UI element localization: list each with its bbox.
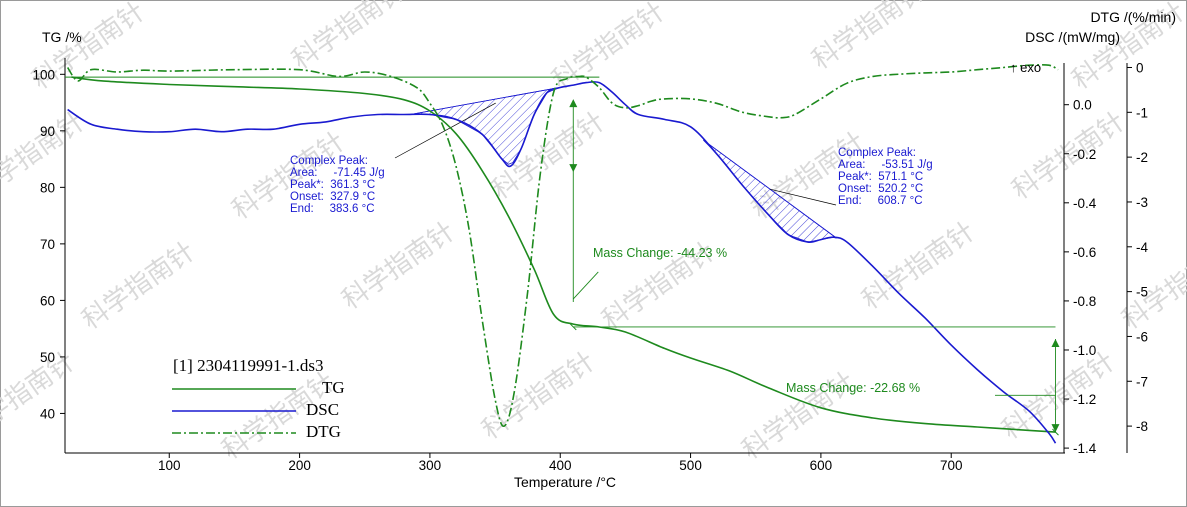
peak1-line-0: Complex Peak: bbox=[290, 155, 368, 167]
dtg-tick-label: 0 bbox=[1136, 60, 1144, 75]
axes-layer: 100 200 300 400 500 600 700 100 90 80 70 60 50 40 0.0 -… bbox=[32, 58, 1148, 473]
tg-tick-label: 90 bbox=[40, 124, 55, 139]
peak2-line-1: Area: -53.51 J/g bbox=[838, 159, 933, 171]
peak1-line-1: Area: -71.45 J/g bbox=[290, 167, 385, 179]
peak2-annotation: Complex Peak: Area: -53.51 J/g Peak*: 57… bbox=[838, 147, 933, 207]
exo-indicator: ↑ exo bbox=[1010, 60, 1041, 75]
peak2-leader-line bbox=[769, 188, 837, 206]
mass-change-1-arrowhead-mid bbox=[569, 164, 578, 173]
mass-change-1-label: Mass Change: -44.23 % bbox=[593, 246, 727, 260]
dsc-axis-title: DSC /(mW/mg) bbox=[1025, 29, 1120, 45]
dtg-tick-label: -5 bbox=[1136, 285, 1148, 300]
tg-marker bbox=[569, 323, 577, 331]
tg-tick-label: 40 bbox=[40, 406, 55, 421]
tg-tick-label: 100 bbox=[32, 67, 55, 82]
dtg-tick-label: -2 bbox=[1136, 150, 1148, 165]
peak2-line-4: End: 608.7 °C bbox=[838, 195, 923, 207]
dtg-tick-label: -8 bbox=[1136, 419, 1148, 434]
peak1-line-2: Peak*: 361.3 °C bbox=[290, 179, 375, 191]
x-tick-label: 400 bbox=[549, 458, 572, 473]
series-dsc-line bbox=[67, 80, 1057, 444]
x-tick-label: 600 bbox=[810, 458, 833, 473]
x-tick-label: 500 bbox=[679, 458, 702, 473]
legend-file-name: [1] 2304119991-1.ds3 bbox=[173, 356, 323, 375]
dsc-tick-label: -1.2 bbox=[1073, 392, 1096, 407]
x-tick-label: 300 bbox=[419, 458, 442, 473]
mass-change-1-leader bbox=[572, 271, 599, 300]
legend-tg-label: TG bbox=[322, 378, 345, 397]
mass-change-2-arrowhead-bottom bbox=[1051, 424, 1060, 433]
mass-change-2-arrowhead-top bbox=[1051, 338, 1060, 347]
series-dtg-line bbox=[66, 64, 1059, 427]
dsc-tick-label: -0.4 bbox=[1073, 196, 1097, 211]
legend-dsc-label: DSC bbox=[306, 400, 339, 419]
dtg-tick-label: -6 bbox=[1136, 329, 1148, 344]
peak2-line-0: Complex Peak: bbox=[838, 147, 916, 159]
tg-tick-label: 50 bbox=[40, 350, 55, 365]
x-tick-label: 700 bbox=[940, 458, 963, 473]
peak1-line-3: Onset: 327.9 °C bbox=[290, 191, 375, 203]
peak2-line-3: Onset: 520.2 °C bbox=[838, 183, 923, 195]
dsc-tick-label: -0.2 bbox=[1073, 147, 1096, 162]
dsc-tick-label: 0.0 bbox=[1073, 98, 1092, 113]
x-tick-label: 200 bbox=[288, 458, 311, 473]
tg-marker bbox=[1052, 428, 1059, 436]
dsc-tick-label: -0.6 bbox=[1073, 245, 1096, 260]
dsc-tick-label: -0.8 bbox=[1073, 294, 1096, 309]
peak1-annotation: Complex Peak: Area: -71.45 J/g Peak*: 36… bbox=[290, 155, 385, 215]
series-tg-line bbox=[71, 76, 1056, 433]
x-axis-title: Temperature /°C bbox=[514, 474, 616, 490]
peak2-line-2: Peak*: 571.1 °C bbox=[838, 171, 923, 183]
dsc-tick-label: -1.4 bbox=[1073, 441, 1097, 456]
tg-tick-label: 60 bbox=[40, 293, 55, 308]
legend-dtg-label: DTG bbox=[306, 422, 341, 441]
tg-axis-title: TG /% bbox=[42, 29, 82, 45]
dtg-tick-label: -1 bbox=[1136, 105, 1148, 120]
tg-tick-label: 80 bbox=[40, 180, 55, 195]
dtg-tick-label: -3 bbox=[1136, 195, 1148, 210]
mass-change-2-label: Mass Change: -22.68 % bbox=[786, 381, 920, 395]
peak1-line-4: End: 383.6 °C bbox=[290, 203, 375, 215]
annotation-layer bbox=[65, 76, 1060, 436]
tg-tick-label: 70 bbox=[40, 237, 55, 252]
mass-change-1-arrowhead-top bbox=[569, 99, 578, 108]
x-tick-label: 100 bbox=[158, 458, 181, 473]
series-layer bbox=[66, 64, 1059, 444]
dtg-axis-title: DTG /(%/min) bbox=[1090, 9, 1176, 25]
dsc-tick-label: -1.0 bbox=[1073, 343, 1096, 358]
dtg-tick-label: -7 bbox=[1136, 374, 1148, 389]
dtg-tick-label: -4 bbox=[1136, 240, 1148, 255]
